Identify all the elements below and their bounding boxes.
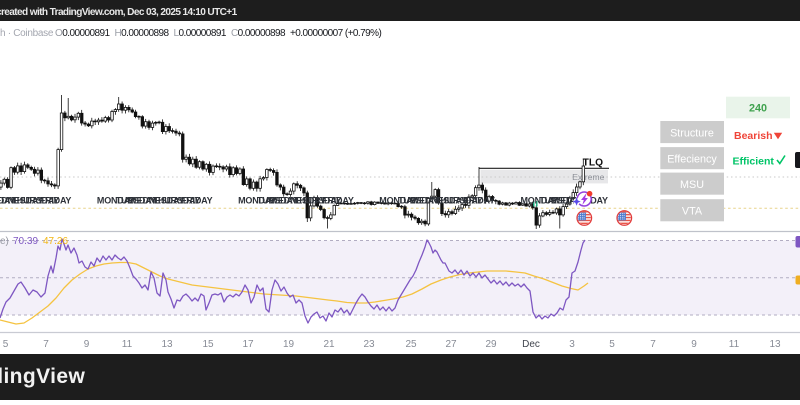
svg-text:h · Coinbase: h · Coinbase <box>0 28 54 39</box>
svg-text:13: 13 <box>769 339 781 350</box>
svg-text:29: 29 <box>485 339 497 350</box>
svg-text:FRIDAY: FRIDAY <box>322 196 354 206</box>
svg-text:27: 27 <box>445 339 457 350</box>
svg-text:FRIDAY: FRIDAY <box>181 196 213 206</box>
svg-text:19: 19 <box>283 339 295 350</box>
svg-text:created with TradingView.com,: created with TradingView.com, Dec 03, 20… <box>0 7 238 18</box>
svg-text:25: 25 <box>405 339 417 350</box>
svg-text:21: 21 <box>323 339 335 350</box>
svg-text:11: 11 <box>122 339 133 350</box>
svg-text:70.39: 70.39 <box>13 236 38 247</box>
svg-text:13: 13 <box>161 339 173 350</box>
svg-text:5: 5 <box>3 339 9 350</box>
svg-text:C0.00000898: C0.00000898 <box>231 28 286 39</box>
svg-text:FRIDAY: FRIDAY <box>40 196 72 206</box>
svg-text:17: 17 <box>242 339 254 350</box>
svg-text:15: 15 <box>202 339 214 350</box>
svg-text:11: 11 <box>729 339 740 350</box>
svg-text:7: 7 <box>43 339 49 350</box>
svg-text:240: 240 <box>749 103 767 115</box>
svg-text:VTA: VTA <box>682 206 703 218</box>
svg-text:47.26: 47.26 <box>43 236 68 247</box>
svg-text:L0.00000891: L0.00000891 <box>174 28 227 39</box>
svg-text:Bearish: Bearish <box>734 130 773 142</box>
svg-text:5: 5 <box>609 339 615 350</box>
svg-text:MSU: MSU <box>680 179 704 191</box>
svg-text:Structure: Structure <box>670 127 714 139</box>
svg-text:Dec: Dec <box>522 339 540 350</box>
svg-text:FRIDAY: FRIDAY <box>463 196 495 206</box>
svg-text:Effeciency: Effeciency <box>667 153 717 165</box>
svg-text:TradingView: TradingView <box>0 365 85 388</box>
svg-text:23: 23 <box>363 339 375 350</box>
svg-text:9: 9 <box>84 339 90 350</box>
svg-text:Efficient: Efficient <box>733 156 775 168</box>
svg-text:7: 7 <box>650 339 656 350</box>
svg-text:H0.00000898: H0.00000898 <box>115 28 170 39</box>
svg-text:se): se) <box>0 236 9 247</box>
svg-text:3: 3 <box>569 339 575 350</box>
svg-text:Extreme: Extreme <box>572 172 605 182</box>
svg-text:O0.00000891: O0.00000891 <box>55 28 111 39</box>
svg-text:+0.00000007 (+0.79%): +0.00000007 (+0.79%) <box>290 28 382 39</box>
svg-text:TLQ: TLQ <box>583 158 603 169</box>
svg-text:9: 9 <box>691 339 697 350</box>
